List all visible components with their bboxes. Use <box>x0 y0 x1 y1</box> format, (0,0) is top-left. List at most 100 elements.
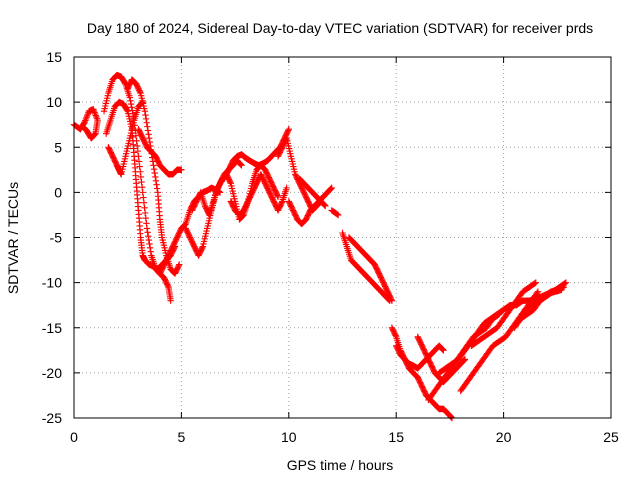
data-point <box>90 107 98 115</box>
data-point <box>448 414 455 421</box>
data-point <box>533 289 541 297</box>
data-point <box>146 244 154 252</box>
data-point <box>147 248 154 255</box>
x-tick-label: 10 <box>281 429 297 445</box>
data-point <box>440 347 447 354</box>
series-arc14 <box>296 175 325 205</box>
data-point <box>151 169 158 177</box>
data-point <box>144 123 151 130</box>
y-tick-label: 10 <box>46 94 62 110</box>
series-arc15 <box>328 207 342 219</box>
data-point <box>317 197 324 204</box>
data-point <box>141 209 149 217</box>
data-point <box>146 240 153 248</box>
data-point <box>91 109 98 116</box>
data-point <box>335 211 342 219</box>
data-point <box>150 165 158 173</box>
data-point <box>138 184 146 191</box>
data-point <box>447 413 455 420</box>
data-point <box>531 280 539 287</box>
grid <box>74 57 611 418</box>
series-arc24 <box>468 279 540 349</box>
data-point <box>134 142 141 150</box>
y-tick-label: 5 <box>54 139 62 155</box>
series-arc3 <box>103 98 179 273</box>
tick-labels: 0 5 10 15 20 25 15 10 5 0 -5 -10 -15 -20 -25 <box>42 49 619 445</box>
data-point <box>561 280 569 287</box>
series-arc11 <box>227 171 290 219</box>
data-point <box>145 135 153 142</box>
data-point <box>143 119 150 126</box>
data-point <box>132 132 140 139</box>
data-point <box>127 100 135 108</box>
data-point <box>137 173 145 181</box>
data-point <box>145 233 152 240</box>
data-point <box>562 279 570 286</box>
data-point <box>81 118 88 126</box>
data-point <box>167 297 174 304</box>
data-point <box>226 178 234 186</box>
data-point <box>334 211 341 218</box>
data-point <box>560 283 567 291</box>
data-point <box>461 356 469 363</box>
data-point <box>141 107 149 115</box>
data-point <box>150 162 157 169</box>
data-point <box>126 94 134 101</box>
data-point <box>142 111 149 119</box>
data-point <box>317 198 325 205</box>
data-point <box>153 181 160 188</box>
y-tick-label: -15 <box>42 320 62 336</box>
data-point <box>136 163 143 170</box>
plot-frame <box>73 56 612 419</box>
data-point <box>153 185 161 192</box>
data-point <box>316 196 323 204</box>
series-arc26 <box>521 283 567 313</box>
data-point <box>327 185 335 192</box>
data-point <box>84 111 92 118</box>
data-point <box>237 161 245 168</box>
data-point <box>145 236 153 244</box>
data-point <box>164 282 172 290</box>
data-point <box>80 124 87 131</box>
data-point <box>145 131 152 138</box>
data-point <box>439 345 446 353</box>
data-point <box>135 158 143 165</box>
data-point <box>327 185 334 193</box>
data-point <box>144 229 151 236</box>
y-tick-label: 0 <box>54 184 62 200</box>
data-point <box>140 194 147 201</box>
data-point <box>238 162 245 169</box>
data-point <box>237 160 244 168</box>
data-point <box>534 288 542 295</box>
x-axis-label: GPS time / hours <box>287 457 394 473</box>
x-tick-label: 15 <box>388 429 404 445</box>
data-point <box>320 201 328 208</box>
data-point <box>285 126 292 133</box>
data-point <box>141 204 148 212</box>
series-arc1 <box>70 106 101 142</box>
data-point <box>176 261 183 268</box>
data-point <box>388 296 395 303</box>
data-point <box>152 173 159 181</box>
y-tick-label: -5 <box>50 230 63 246</box>
data-point <box>123 106 131 114</box>
data-point <box>439 346 447 353</box>
y-tick-label: 15 <box>46 49 62 65</box>
data-point <box>181 222 188 229</box>
y-tick-label: -25 <box>42 410 62 426</box>
data-points <box>70 71 570 422</box>
data-point <box>128 104 135 111</box>
data-point <box>199 244 206 252</box>
chart-title: Day 180 of 2024, Sidereal Day-to-day VTE… <box>87 20 593 36</box>
data-point <box>322 202 329 210</box>
data-point <box>282 136 290 143</box>
data-point <box>82 115 90 123</box>
data-point <box>461 356 468 364</box>
data-point <box>392 332 399 339</box>
data-point <box>274 192 281 199</box>
data-point <box>532 279 540 286</box>
data-point <box>91 110 99 118</box>
x-tick-label: 5 <box>178 429 186 445</box>
x-tick-label: 25 <box>603 429 619 445</box>
